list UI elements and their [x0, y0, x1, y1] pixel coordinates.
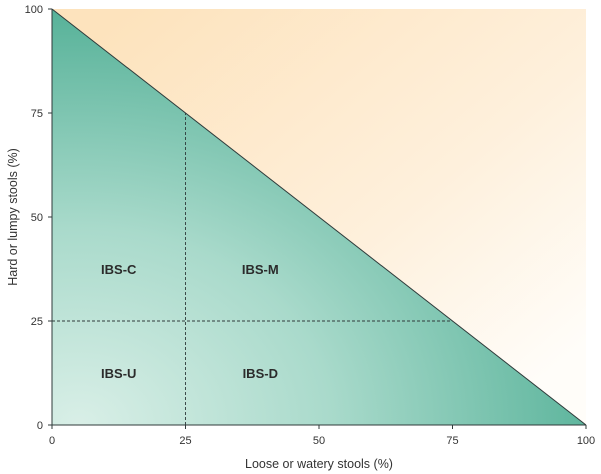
region-label-ibs-c: IBS-C	[101, 262, 137, 277]
x-tick-label: 75	[446, 435, 458, 447]
y-tick-label: 25	[31, 316, 43, 328]
y-tick-label: 0	[37, 420, 43, 432]
y-tick-label: 75	[31, 108, 43, 120]
y-tick-label: 100	[25, 4, 43, 16]
x-tick-label: 100	[577, 435, 595, 447]
y-tick-label: 50	[31, 212, 43, 224]
x-tick-label: 50	[313, 435, 325, 447]
region-label-ibs-d: IBS-D	[243, 366, 278, 381]
x-axis-title: Loose or watery stools (%)	[245, 457, 393, 471]
x-axis-ticks: 0 25 50 75 100	[49, 425, 595, 447]
region-label-ibs-u: IBS-U	[101, 366, 136, 381]
x-tick-label: 0	[49, 435, 55, 447]
region-label-ibs-m: IBS-M	[242, 262, 279, 277]
boundary-line	[51, 8, 587, 426]
y-axis-ticks: 0 25 50 75 100	[25, 4, 52, 432]
y-axis-title: Hard or lumpy stools (%)	[6, 148, 20, 286]
x-tick-label: 25	[179, 435, 191, 447]
region-labels: IBS-C IBS-M IBS-U IBS-D	[101, 262, 279, 381]
